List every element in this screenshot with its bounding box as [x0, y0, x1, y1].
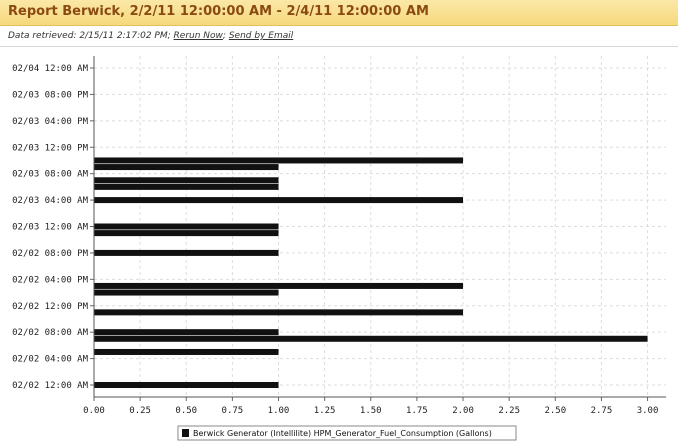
chart-axes: 0.00 0.25 0.50 0.75 1.00 1.25 1.50 1.75 2.00 2.25… — [12, 56, 666, 416]
rerun-now-link[interactable]: Rerun Now — [173, 31, 223, 41]
chart-bars: 02/02 12:00 AM: 1 02/02 05:00 AM: 1 02/02 … — [94, 157, 648, 388]
x-tick-label: 2.00 — [452, 406, 474, 416]
bar: 02/02 02:00 PM: 1 — [94, 289, 279, 296]
y-tick-label: 02/02 04:00 PM — [12, 275, 88, 285]
bar: 02/02 05:00 AM: 1 — [94, 348, 279, 355]
report-title-bar: Report Berwick, 2/2/11 12:00:00 AM - 2/4… — [0, 0, 678, 26]
bar: 02/02 08:00 AM: 1 — [94, 329, 279, 336]
info-separator: ; — [222, 31, 226, 41]
y-tick-label: 02/03 04:00 AM — [12, 196, 88, 206]
bar: 02/02 12:00 AM: 1 — [94, 382, 279, 388]
x-tick-label: 0.50 — [175, 406, 197, 416]
y-tick-label: 02/04 12:00 AM — [12, 64, 88, 74]
bar: 02/02 03:00 PM: 2 — [94, 282, 464, 289]
data-retrieved-text: Data retrieved: 2/15/11 2:17:02 PM; — [8, 31, 171, 41]
y-tick-label: 02/02 12:00 PM — [12, 302, 88, 312]
x-tick-label: 1.00 — [268, 406, 290, 416]
bar: 02/03 06:00 AM: 1 — [94, 183, 279, 190]
report-title: Report Berwick, 2/2/11 12:00:00 AM - 2/4… — [8, 4, 429, 19]
bar: 02/03 07:00 AM: 1 — [94, 177, 279, 184]
x-tick-label: 0.75 — [222, 406, 244, 416]
fuel-consumption-chart: 02/02 12:00 AM: 1 02/02 05:00 AM: 1 02/02 … — [12, 56, 666, 441]
bar: 02/03 10:00 AM: 2 — [94, 157, 464, 164]
y-tick-label: 02/02 08:00 PM — [12, 249, 88, 259]
report-info-bar: Data retrieved: 2/15/11 2:17:02 PM; Reru… — [0, 26, 678, 47]
legend-box — [177, 425, 517, 441]
x-tick-label: 2.25 — [498, 406, 520, 416]
bar: 02/03 04:00 AM: 2 — [94, 197, 464, 204]
bar: 02/02 08:00 PM: 1 — [94, 249, 279, 256]
legend-label: Berwick Generator (Intellilite) HPM_Gene… — [193, 429, 492, 438]
legend-swatch — [182, 429, 189, 437]
x-tick-label: 1.25 — [314, 406, 336, 416]
x-tick-label: 0.25 — [129, 406, 151, 416]
y-tick-label: 02/03 12:00 AM — [12, 223, 88, 233]
report-info-line: Data retrieved: 2/15/11 2:17:02 PM; Reru… — [8, 31, 293, 41]
bar: 02/02 07:00 AM: 3 — [94, 335, 648, 342]
y-tick-label: 02/03 12:00 PM — [12, 143, 88, 153]
x-tick-label: 0.00 — [83, 406, 105, 416]
bar: 02/03 12:00 AM: 1 — [94, 223, 279, 230]
send-by-email-link[interactable]: Send by Email — [228, 31, 294, 41]
bar: 02/02 11:00 AM: 2 — [94, 309, 464, 316]
bar: 02/02 11:00 PM: 1 — [94, 230, 279, 237]
y-tick-label: 02/02 08:00 AM — [12, 328, 88, 338]
x-tick-label: 1.75 — [406, 406, 428, 416]
y-tick-label: 02/03 08:00 PM — [12, 90, 88, 100]
y-tick-label: 02/02 12:00 AM — [12, 381, 88, 391]
x-tick-label: 3.00 — [637, 406, 659, 416]
x-tick-label: 2.75 — [591, 406, 613, 416]
x-tick-label: 2.50 — [544, 406, 566, 416]
chart-legend: Berwick Generator (Intellilite) HPM_Gene… — [177, 425, 517, 441]
y-tick-label: 02/03 08:00 AM — [12, 170, 88, 180]
y-tick-label: 02/03 04:00 PM — [12, 117, 88, 127]
bar: 02/03 09:00 AM: 1 — [94, 164, 279, 171]
x-tick-label: 1.50 — [360, 406, 382, 416]
y-tick-label: 02/02 04:00 AM — [12, 355, 88, 365]
